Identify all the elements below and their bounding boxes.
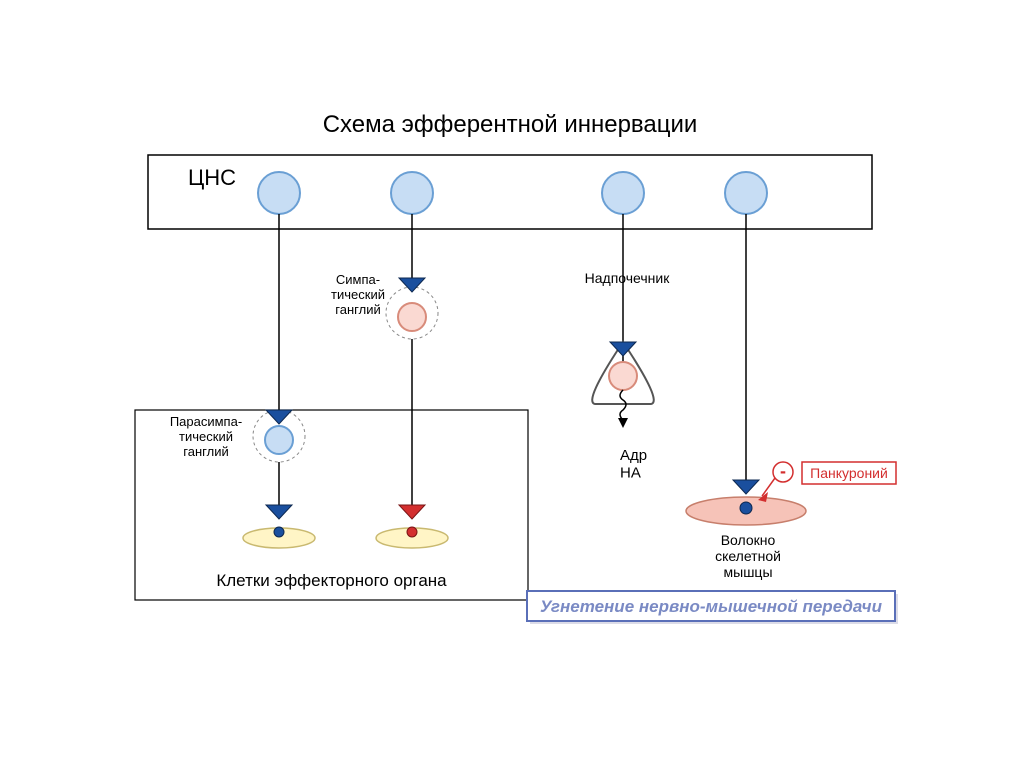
svg-text:-: -: [780, 461, 786, 481]
cns-label: ЦНС: [188, 165, 236, 190]
cns-neuron-3: [725, 172, 767, 214]
sympathetic-ganglion-label: Симпа-тическийганглий: [331, 272, 385, 317]
effect-label: Угнетение нервно-мышечной передачи: [540, 597, 883, 616]
adrenal-label: Надпочечник: [585, 270, 671, 286]
muscle-fiber-label: Волокноскелетноймышцы: [715, 532, 781, 580]
diagram-title: Схема эфферентной иннервации: [323, 111, 698, 138]
drug-label: Панкуроний: [810, 465, 888, 481]
effector-label: Клетки эффекторного органа: [216, 571, 447, 590]
diagram-canvas: Схема эфферентной иннервации ЦНС Клетки эф…: [0, 0, 1024, 767]
cns-neuron-0: [258, 172, 300, 214]
parasympathetic-ganglion-label: Парасимпа-тическийганглий: [170, 414, 242, 459]
adrenaline-label: АдрНА: [620, 447, 647, 481]
cns-neuron-1: [391, 172, 433, 214]
cns-neuron-2: [602, 172, 644, 214]
